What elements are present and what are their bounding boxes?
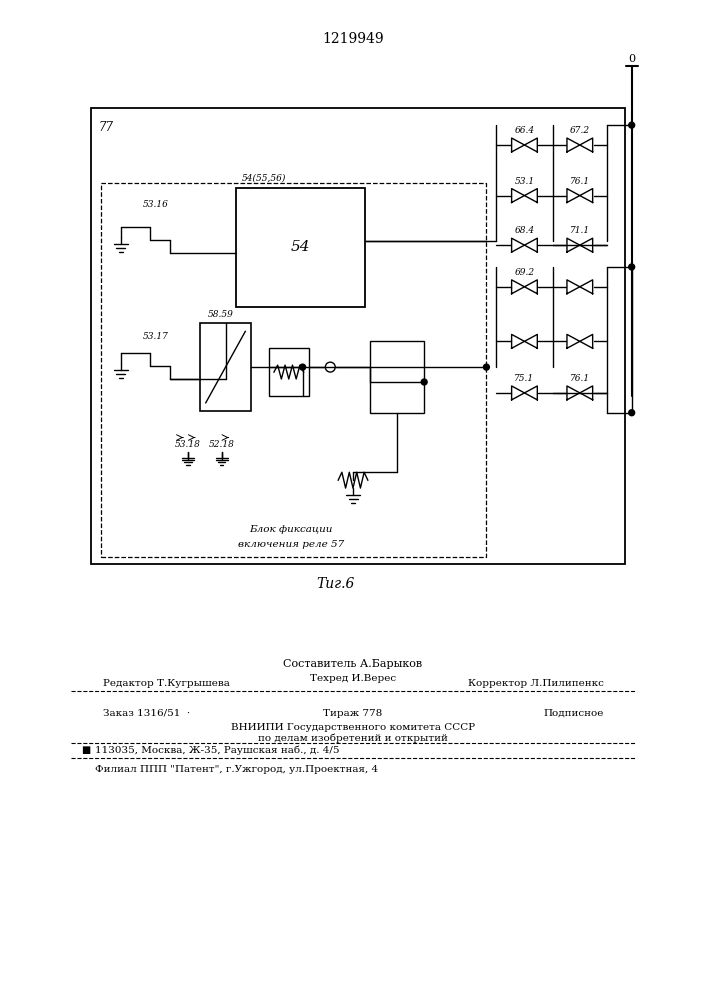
Text: Техред И.Верес: Техред И.Верес	[310, 674, 396, 683]
Text: 71.1: 71.1	[570, 226, 590, 235]
Text: по делам изобретений и открытий: по делам изобретений и открытий	[258, 733, 448, 743]
Text: 77: 77	[99, 121, 114, 134]
Text: Заказ 1316/51  ·: Заказ 1316/51 ·	[103, 709, 190, 718]
Text: 52.18: 52.18	[209, 440, 235, 449]
Text: 69.2: 69.2	[515, 268, 534, 277]
Bar	[236, 188, 365, 307]
Bar	[370, 341, 424, 413]
Text: 113035, Москва, Ж-35, Раушская наб., д. 4/5: 113035, Москва, Ж-35, Раушская наб., д. …	[95, 745, 339, 755]
Text: 53.16: 53.16	[143, 200, 168, 209]
Circle shape	[300, 364, 305, 370]
Text: 67.2: 67.2	[570, 126, 590, 135]
Text: 53.1: 53.1	[515, 177, 534, 186]
Text: 58.59: 58.59	[208, 310, 233, 319]
Text: Τиг.6: Τиг.6	[316, 577, 354, 591]
Bar	[269, 348, 308, 396]
Text: Блок фиксации: Блок фиксации	[249, 525, 332, 534]
Text: 0: 0	[628, 54, 636, 64]
Text: ■: ■	[81, 745, 90, 755]
Text: 68.4: 68.4	[515, 226, 534, 235]
Text: 75.1: 75.1	[515, 374, 534, 383]
Circle shape	[421, 379, 427, 385]
Text: 54(55,56): 54(55,56)	[241, 174, 286, 183]
Text: Подписное: Подписное	[544, 709, 604, 718]
Text: 76.1: 76.1	[570, 374, 590, 383]
Text: Филиал ППП "Патент", г.Ужгород, ул.Проектная, 4: Филиал ППП "Патент", г.Ужгород, ул.Проек…	[95, 765, 378, 774]
Bar	[200, 323, 251, 411]
Text: Корректор Л.Пилипенкс: Корректор Л.Пилипенкс	[468, 679, 604, 688]
Text: 76.1: 76.1	[570, 177, 590, 186]
Text: 66.4: 66.4	[515, 126, 534, 135]
Text: 53.17: 53.17	[143, 332, 168, 341]
Text: включения реле 57: включения реле 57	[238, 540, 344, 549]
Text: Составитель А.Барыков: Составитель А.Барыков	[284, 659, 423, 669]
Bar	[101, 183, 486, 557]
Text: Тираж 778: Тираж 778	[323, 709, 382, 718]
Circle shape	[629, 264, 635, 270]
Text: 1219949: 1219949	[322, 32, 384, 46]
Circle shape	[629, 122, 635, 128]
Text: 53.18: 53.18	[175, 440, 201, 449]
Text: Редактор Т.Кугрышева: Редактор Т.Кугрышева	[103, 679, 230, 688]
Circle shape	[484, 364, 489, 370]
Text: 54: 54	[291, 240, 310, 254]
Bar	[91, 108, 625, 564]
Circle shape	[629, 410, 635, 416]
Text: ВНИИПИ Государственного комитета СССР: ВНИИПИ Государственного комитета СССР	[231, 723, 475, 732]
